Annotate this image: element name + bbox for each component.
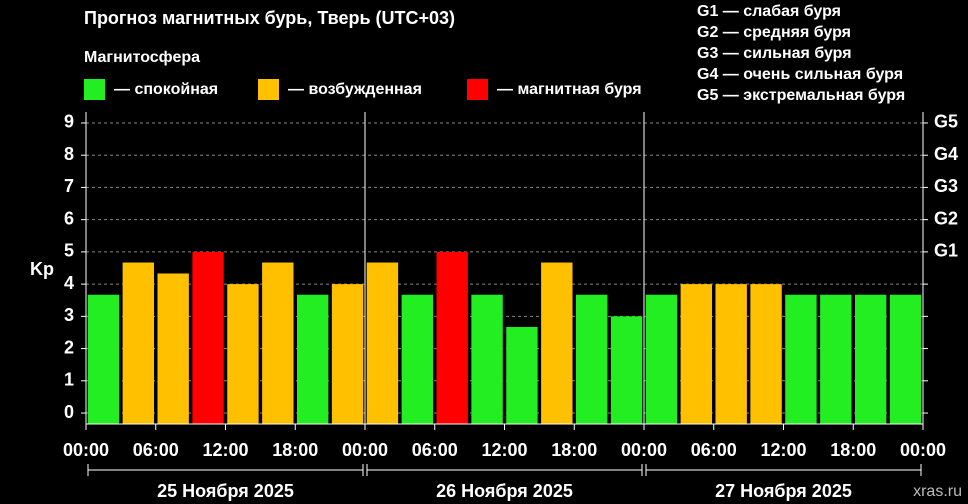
- y-tick-label: 8: [64, 144, 74, 164]
- y-axis-label: Kp: [30, 259, 54, 279]
- bar: [192, 251, 224, 424]
- y2-tick-label: G3: [934, 176, 958, 196]
- y-tick-label: 6: [64, 208, 74, 228]
- bar: [331, 284, 364, 424]
- bar: [157, 273, 189, 424]
- x-tick-label: 18:00: [272, 440, 318, 460]
- legend-label: — возбужденная: [288, 81, 422, 98]
- x-tick-label: 06:00: [691, 440, 737, 460]
- y-tick-label: 9: [64, 112, 74, 132]
- x-tick-label: 06:00: [133, 440, 179, 460]
- x-tick-label: 12:00: [202, 440, 248, 460]
- note: G1 — слабая буря: [697, 3, 841, 20]
- bar: [122, 262, 155, 424]
- bar: [436, 251, 468, 424]
- bar: [854, 294, 887, 424]
- watermark: xras.ru: [913, 483, 962, 500]
- bar: [541, 262, 573, 424]
- legend-swatch: [258, 79, 279, 100]
- note: G4 — очень сильная буря: [697, 66, 903, 83]
- y2-tick-label: G5: [934, 112, 958, 132]
- bar: [575, 294, 608, 424]
- subtitle: Магнитосфера: [84, 49, 200, 66]
- bar: [296, 294, 329, 424]
- bar: [715, 284, 747, 424]
- bar: [366, 262, 399, 424]
- y-tick-label: 1: [64, 370, 74, 390]
- y2-tick-label: G1: [934, 241, 958, 261]
- legend-label: — магнитная буря: [497, 81, 642, 98]
- x-tick-label: 18:00: [551, 440, 597, 460]
- y2-tick-label: G4: [934, 144, 958, 164]
- x-tick-label: 00:00: [900, 440, 946, 460]
- x-tick-label: 00:00: [342, 440, 388, 460]
- legend-label: — спокойная: [114, 81, 218, 98]
- bar: [750, 284, 782, 424]
- day-label: 26 Ноября 2025: [436, 481, 573, 501]
- x-tick-label: 00:00: [621, 440, 667, 460]
- bar: [610, 316, 643, 424]
- note: G2 — средняя буря: [697, 24, 851, 41]
- bar: [87, 294, 120, 424]
- bar: [401, 294, 434, 424]
- bar: [820, 294, 852, 424]
- bar: [471, 294, 503, 424]
- y-tick-label: 3: [64, 305, 74, 325]
- bar: [227, 284, 259, 424]
- x-tick-label: 00:00: [63, 440, 109, 460]
- x-tick-label: 12:00: [481, 440, 527, 460]
- day-label: 25 Ноября 2025: [157, 481, 294, 501]
- y2-tick-label: G2: [934, 208, 958, 228]
- chart-title: Прогноз магнитных бурь, Тверь (UTC+03): [84, 8, 455, 28]
- y-tick-label: 0: [64, 402, 74, 422]
- note: G3 — сильная буря: [697, 45, 852, 62]
- legend-swatch: [467, 79, 488, 100]
- bar: [645, 294, 678, 424]
- day-label: 27 Ноября 2025: [715, 481, 852, 501]
- x-tick-label: 12:00: [760, 440, 806, 460]
- legend-swatch: [84, 79, 105, 100]
- bar: [262, 262, 294, 424]
- y-tick-label: 5: [64, 241, 74, 261]
- x-tick-label: 18:00: [830, 440, 876, 460]
- bar: [506, 326, 538, 424]
- y-tick-label: 2: [64, 337, 74, 357]
- note: G5 — экстремальная буря: [697, 87, 905, 104]
- x-tick-label: 06:00: [412, 440, 458, 460]
- bar: [889, 294, 922, 424]
- y-tick-label: 7: [64, 176, 74, 196]
- y-tick-label: 4: [64, 273, 74, 293]
- bar: [680, 284, 713, 424]
- bar: [785, 294, 817, 424]
